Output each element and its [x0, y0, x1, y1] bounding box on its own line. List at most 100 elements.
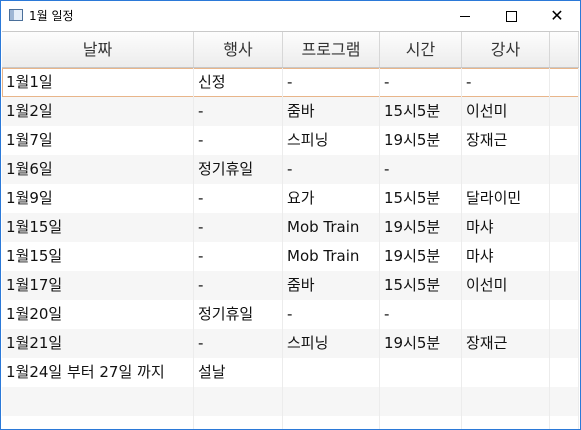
cell-event: 정기휴일: [194, 300, 283, 329]
cell-date: 1월20일: [2, 300, 194, 329]
cell-filler: [550, 416, 579, 429]
cell-event: [194, 416, 283, 429]
cell-instructor: 마샤: [462, 213, 550, 242]
cell-filler: [550, 329, 579, 358]
cell-program: -: [283, 68, 380, 97]
cell-instructor: 이선미: [462, 271, 550, 300]
cell-program: [283, 387, 380, 416]
cell-time: 15시5분: [380, 271, 462, 300]
column-header-filler: [550, 32, 579, 67]
maximize-icon: [505, 10, 517, 22]
minimize-button[interactable]: [442, 1, 488, 31]
cell-program: -: [283, 300, 380, 329]
cell-time: [380, 416, 462, 429]
cell-program: Mob Train: [283, 242, 380, 271]
cell-program: 줌바: [283, 271, 380, 300]
column-header-event[interactable]: 행사: [194, 32, 283, 67]
column-header-program[interactable]: 프로그램: [283, 32, 380, 67]
cell-date: 1월6일: [2, 155, 194, 184]
cell-program: 스피닝: [283, 329, 380, 358]
table-row[interactable]: [2, 416, 579, 429]
cell-date: 1월15일: [2, 242, 194, 271]
cell-event: -: [194, 97, 283, 126]
table-row[interactable]: 1월6일 정기휴일 - -: [2, 155, 579, 184]
table-row[interactable]: 1월15일 - Mob Train 19시5분 마샤: [2, 213, 579, 242]
minimize-icon: [460, 15, 470, 17]
cell-date: 1월21일: [2, 329, 194, 358]
table-row[interactable]: 1월1일 신정 - - -: [2, 68, 579, 97]
table-row[interactable]: [2, 387, 579, 416]
cell-time: 15시5분: [380, 184, 462, 213]
cell-time: -: [380, 155, 462, 184]
cell-event: -: [194, 329, 283, 358]
table-row[interactable]: 1월9일 - 요가 15시5분 달라이민: [2, 184, 579, 213]
table-row[interactable]: 1월20일 정기휴일 - -: [2, 300, 579, 329]
cell-program: Mob Train: [283, 213, 380, 242]
column-header-instructor[interactable]: 강사: [462, 32, 550, 67]
close-button[interactable]: ✕: [534, 1, 580, 31]
cell-time: 19시5분: [380, 329, 462, 358]
cell-date: [2, 416, 194, 429]
column-header-date[interactable]: 날짜: [2, 32, 194, 67]
cell-time: 19시5분: [380, 126, 462, 155]
cell-time: 19시5분: [380, 213, 462, 242]
cell-program: -: [283, 155, 380, 184]
cell-time: -: [380, 300, 462, 329]
cell-event: -: [194, 126, 283, 155]
cell-instructor: [462, 387, 550, 416]
cell-date: 1월15일: [2, 213, 194, 242]
cell-instructor: 장재근: [462, 329, 550, 358]
cell-instructor: 장재근: [462, 126, 550, 155]
table-row[interactable]: 1월17일 - 줌바 15시5분 이선미: [2, 271, 579, 300]
cell-filler: [550, 271, 579, 300]
cell-date: [2, 387, 194, 416]
table-row[interactable]: 1월7일 - 스피닝 19시5분 장재근: [2, 126, 579, 155]
cell-time: 15시5분: [380, 97, 462, 126]
cell-event: 설날: [194, 358, 283, 387]
title-bar[interactable]: 1월 일정 ✕: [1, 1, 580, 31]
cell-filler: [550, 387, 579, 416]
app-window-icon: [9, 9, 23, 21]
cell-instructor: [462, 358, 550, 387]
cell-filler: [550, 213, 579, 242]
cell-event: [194, 387, 283, 416]
cell-program: 요가: [283, 184, 380, 213]
cell-instructor: [462, 300, 550, 329]
close-icon: ✕: [550, 6, 564, 25]
cell-date: 1월17일: [2, 271, 194, 300]
schedule-table[interactable]: 날짜 행사 프로그램 시간 강사 1월1일 신정 - - - 1월2일 - 줌바…: [2, 31, 579, 429]
cell-instructor: 이선미: [462, 97, 550, 126]
maximize-button[interactable]: [488, 1, 534, 31]
cell-date: 1월1일: [2, 68, 194, 97]
cell-instructor: 달라이민: [462, 184, 550, 213]
cell-program: 스피닝: [283, 126, 380, 155]
cell-time: -: [380, 68, 462, 97]
cell-date: 1월2일: [2, 97, 194, 126]
cell-filler: [550, 126, 579, 155]
cell-filler: [550, 242, 579, 271]
table-row[interactable]: 1월2일 - 줌바 15시5분 이선미: [2, 97, 579, 126]
cell-date: 1월9일: [2, 184, 194, 213]
cell-program: 줌바: [283, 97, 380, 126]
column-header-time[interactable]: 시간: [380, 32, 462, 67]
table-row[interactable]: 1월21일 - 스피닝 19시5분 장재근: [2, 329, 579, 358]
cell-time: [380, 358, 462, 387]
cell-filler: [550, 155, 579, 184]
table-row[interactable]: 1월15일 - Mob Train 19시5분 마샤: [2, 242, 579, 271]
cell-filler: [550, 358, 579, 387]
cell-date: 1월7일: [2, 126, 194, 155]
cell-filler: [550, 184, 579, 213]
cell-event: -: [194, 213, 283, 242]
table-row[interactable]: 1월24일 부터 27일 까지 설날: [2, 358, 579, 387]
cell-event: 정기휴일: [194, 155, 283, 184]
cell-event: -: [194, 271, 283, 300]
cell-event: -: [194, 242, 283, 271]
cell-filler: [550, 300, 579, 329]
cell-filler: [550, 97, 579, 126]
cell-filler: [550, 68, 579, 97]
cell-time: 19시5분: [380, 242, 462, 271]
cell-instructor: 마샤: [462, 242, 550, 271]
table-header: 날짜 행사 프로그램 시간 강사: [2, 32, 579, 68]
cell-instructor: [462, 155, 550, 184]
